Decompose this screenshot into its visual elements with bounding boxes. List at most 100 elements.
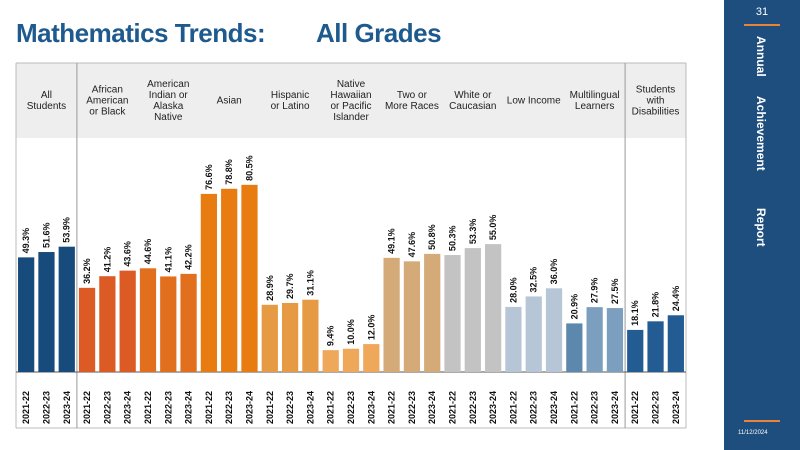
bar xyxy=(383,257,400,372)
data-label: 51.6% xyxy=(41,222,51,248)
data-label: 28.0% xyxy=(508,277,518,303)
sidebar-word-report: Report xyxy=(754,208,768,247)
x-tick-label: 2021-22 xyxy=(21,391,31,424)
x-tick-label: 2022-23 xyxy=(590,391,600,424)
data-label: 24.4% xyxy=(671,286,681,312)
data-label: 12.0% xyxy=(366,315,376,341)
data-label: 43.6% xyxy=(123,241,133,267)
data-label: 32.5% xyxy=(529,267,539,293)
data-label: 50.8% xyxy=(427,224,437,250)
data-label: 53.3% xyxy=(468,219,478,245)
bar xyxy=(464,248,481,372)
accent-line-top xyxy=(744,24,780,26)
bar xyxy=(139,268,157,372)
data-label: 20.9% xyxy=(569,294,579,320)
sidebar-panel xyxy=(724,0,800,450)
data-label: 29.7% xyxy=(285,273,295,299)
x-tick-label: 2022-23 xyxy=(529,391,539,424)
accent-line-bottom xyxy=(744,420,780,422)
x-tick-label: 2021-22 xyxy=(326,391,336,424)
data-label: 49.1% xyxy=(387,228,397,254)
data-label: 36.0% xyxy=(549,259,559,285)
data-label: 31.1% xyxy=(305,270,315,296)
bar xyxy=(281,302,299,372)
x-tick-label: 2023-24 xyxy=(62,391,72,424)
bar xyxy=(322,350,339,372)
x-tick-label: 2021-22 xyxy=(143,391,153,424)
data-label: 42.2% xyxy=(184,244,194,270)
bar xyxy=(99,276,116,372)
data-label: 78.8% xyxy=(224,159,234,185)
bar xyxy=(160,276,177,372)
x-tick-label: 2021-22 xyxy=(630,391,640,424)
category-label: American Indian or Alaska Native xyxy=(147,79,189,123)
data-label: 27.9% xyxy=(590,278,600,304)
category-label: Asian xyxy=(217,96,242,107)
data-label: 10.0% xyxy=(346,319,356,345)
bar xyxy=(221,188,238,372)
x-tick-label: 2023-24 xyxy=(123,391,133,424)
bar xyxy=(180,273,197,372)
x-tick-label: 2023-24 xyxy=(549,391,559,424)
data-label: 36.2% xyxy=(82,258,92,284)
x-tick-label: 2021-22 xyxy=(508,391,518,424)
x-tick-label: 2023-24 xyxy=(671,391,681,424)
data-label: 47.6% xyxy=(407,232,417,258)
x-tick-label: 2021-22 xyxy=(448,391,458,424)
data-label: 41.2% xyxy=(102,247,112,273)
bar xyxy=(38,252,55,372)
x-tick-label: 2022-23 xyxy=(346,391,356,424)
bar xyxy=(545,288,563,372)
data-label: 50.3% xyxy=(448,226,458,252)
bar xyxy=(566,323,583,372)
bar xyxy=(119,270,136,372)
data-label: 55.0% xyxy=(488,215,498,241)
x-tick-label: 2022-23 xyxy=(285,391,295,424)
x-tick-label: 2021-22 xyxy=(569,391,579,424)
category-label: Native Hawaiian or Pacific Islander xyxy=(330,79,371,123)
x-tick-label: 2022-23 xyxy=(102,391,112,424)
x-tick-label: 2023-24 xyxy=(184,391,194,424)
bar xyxy=(647,321,664,372)
x-tick-label: 2023-24 xyxy=(610,391,620,424)
data-label: 80.5% xyxy=(244,155,254,181)
x-tick-label: 2023-24 xyxy=(488,391,498,424)
sidebar-word-annual: Annual xyxy=(754,36,768,77)
bar xyxy=(525,296,542,372)
x-tick-label: 2022-23 xyxy=(163,391,173,424)
bar xyxy=(627,329,644,372)
sidebar-word-achievement: Achievement xyxy=(754,96,768,171)
x-tick-label: 2022-23 xyxy=(41,391,51,424)
category-label: Students with Disabilities xyxy=(632,85,680,118)
title-right: All Grades xyxy=(316,18,442,48)
category-label: Multilingual Learners xyxy=(570,90,620,112)
x-tick-label: 2022-23 xyxy=(224,391,234,424)
x-tick-label: 2022-23 xyxy=(651,391,661,424)
category-header-band xyxy=(16,63,686,138)
data-label: 41.1% xyxy=(163,247,173,273)
category-label: All Students xyxy=(27,90,66,112)
bar xyxy=(586,307,603,372)
page-number: 31 xyxy=(755,6,769,18)
bar xyxy=(78,287,96,372)
bar xyxy=(363,344,380,372)
data-label: 9.4% xyxy=(326,326,336,347)
x-tick-label: 2023-24 xyxy=(427,391,437,424)
bar xyxy=(667,315,684,372)
title-left: Mathematics Trends: xyxy=(16,18,266,48)
bar xyxy=(342,348,360,372)
data-label: 21.8% xyxy=(651,292,661,318)
bar xyxy=(606,308,624,372)
bar xyxy=(18,257,35,372)
category-label: Two or More Races xyxy=(385,90,439,112)
x-tick-label: 2021-22 xyxy=(265,391,275,424)
bar-chart: All Students 49.3% 2021-22 51.6% 2022-23 53.9%… xyxy=(15,62,687,429)
bar xyxy=(302,299,319,372)
x-tick-label: 2022-23 xyxy=(468,391,478,424)
category-label: Hispanic or Latino xyxy=(271,90,310,112)
data-label: 18.1% xyxy=(630,300,640,326)
x-tick-label: 2021-22 xyxy=(82,391,92,424)
bar xyxy=(444,255,461,372)
x-tick-label: 2023-24 xyxy=(305,391,315,424)
bar xyxy=(505,306,522,372)
